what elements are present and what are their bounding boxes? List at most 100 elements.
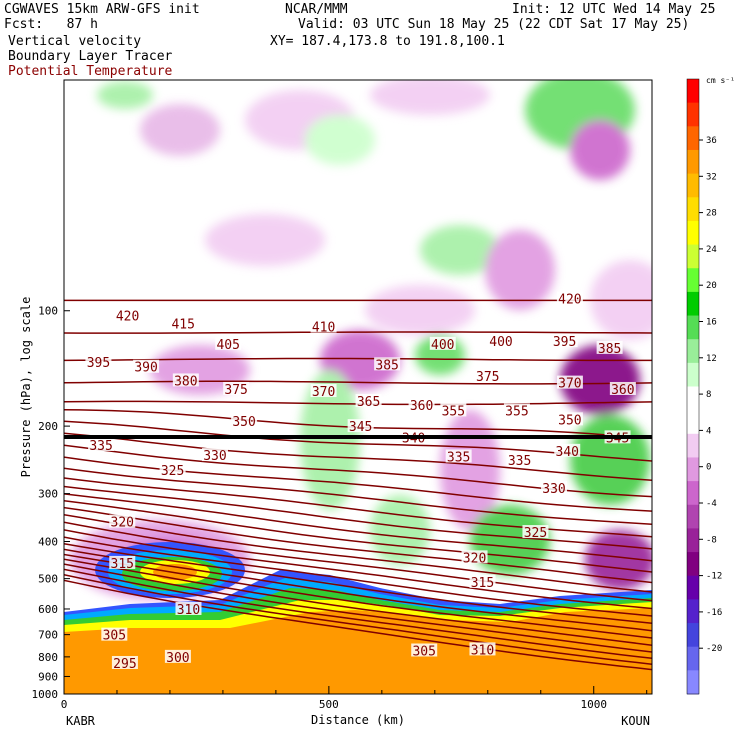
theta-label-bg — [164, 649, 191, 663]
y-tick-label: 200 — [38, 420, 58, 433]
model-title: CGWAVES 15km ARW-GFS init — [4, 2, 200, 17]
theta-contour-line — [64, 477, 652, 538]
theta-label: 325 — [524, 526, 547, 541]
x-tick-label: 1000 — [580, 698, 607, 711]
colorbar-tick-label: -16 — [706, 608, 722, 618]
organization: NCAR/MMM — [285, 2, 348, 17]
theta-label-bg — [374, 357, 401, 371]
y-tick-label: 800 — [38, 651, 58, 664]
y-axis-label: Pressure (hPa), log scale — [19, 297, 33, 478]
colorbar-tick-label: 12 — [706, 354, 717, 364]
theta-label-bg — [347, 419, 374, 433]
theta-label: 405 — [216, 338, 239, 353]
theta-label-bg — [215, 336, 242, 350]
theta-contour-line — [64, 529, 652, 610]
colorbar-cell — [687, 552, 699, 577]
theta-label-bg — [440, 403, 467, 417]
colorbar-cell — [687, 670, 699, 695]
theta-contour-line — [64, 573, 652, 665]
theta-label: 395 — [553, 335, 576, 350]
theta-label-bg — [429, 336, 456, 350]
x-axis-label: Distance (km) — [311, 713, 405, 727]
theta-label: 415 — [171, 318, 194, 333]
colorbar-cell — [687, 173, 699, 198]
colorbar-tick-label: 0 — [706, 463, 711, 473]
theta-label-bg — [109, 514, 136, 528]
theta-label: 305 — [412, 644, 435, 659]
potential-temperature-labels: 420 415 410 405 400 400 395 420 385 395 390 385 375 3… — [85, 291, 636, 672]
theta-label-bg — [133, 359, 160, 373]
theta-label-bg — [408, 397, 435, 411]
colorbar-cell — [687, 457, 699, 482]
colorbar-cell — [687, 126, 699, 151]
theta-contour-line — [64, 553, 652, 639]
colorbar-cell — [687, 220, 699, 246]
theta-label: 355 — [505, 404, 528, 419]
colorbar-cell — [687, 149, 699, 175]
field-boundary-layer-tracer: Boundary Layer Tracer — [8, 49, 173, 64]
theta-label-bg — [85, 354, 112, 368]
colorbar-cell — [687, 433, 699, 458]
colorbar-tick-label: -12 — [706, 572, 722, 582]
theta-label: 310 — [177, 603, 200, 618]
theta-label-bg — [310, 319, 337, 333]
theta-label: 400 — [489, 335, 512, 350]
colorbar-tick-label: -4 — [706, 499, 717, 509]
theta-label: 335 — [89, 439, 112, 454]
colorbar-tick-label: -8 — [706, 535, 717, 545]
colorbar-cell — [687, 599, 699, 624]
colorbar-cell — [687, 291, 699, 317]
theta-label-bg — [88, 437, 115, 451]
theta-label: 355 — [442, 404, 465, 419]
colorbar-tick-label: 4 — [706, 426, 711, 436]
theta-contour-line — [64, 380, 652, 385]
theta-label: 390 — [134, 361, 157, 376]
y-tick-label: 900 — [38, 670, 58, 683]
forecast-hour: Fcst: 87 h — [4, 17, 98, 32]
theta-label-bg — [596, 340, 623, 354]
theta-contour-line — [64, 542, 652, 625]
theta-label: 375 — [476, 370, 499, 385]
theta-label-bg — [101, 627, 128, 641]
colorbar-cell — [687, 481, 699, 506]
colorbar-cell — [687, 646, 699, 671]
theta-contour-line — [64, 420, 652, 462]
theta-contour-line — [64, 514, 652, 593]
theta-label-bg — [231, 414, 258, 428]
colorbar-cell — [687, 623, 699, 648]
theta-label: 320 — [463, 551, 486, 566]
theta-label-bg — [159, 462, 186, 476]
theta-contour-line — [64, 493, 652, 562]
colorbar-tick-label: 20 — [706, 281, 717, 291]
theta-label: 305 — [103, 629, 126, 644]
colorbar-cell — [687, 102, 699, 127]
theta-label: 315 — [111, 557, 134, 572]
theta-label-bg — [461, 550, 488, 564]
theta-contour-line — [64, 432, 652, 481]
colorbar-cell — [687, 79, 699, 104]
theta-label-bg — [474, 368, 501, 382]
colorbar-tick-label: 36 — [706, 136, 717, 146]
theta-label: 375 — [224, 383, 247, 398]
theta-label: 310 — [471, 643, 494, 658]
theta-label-bg — [111, 655, 138, 669]
theta-label: 350 — [558, 413, 581, 428]
y-tick-label: 400 — [38, 535, 58, 548]
theta-label-bg — [556, 412, 583, 426]
ground-terrain — [64, 608, 652, 694]
pressure-axis: 100 200 300 400 500 600 700 800 900 1000 — [32, 305, 70, 701]
theta-label: 315 — [471, 576, 494, 591]
theta-label: 410 — [312, 321, 335, 336]
y-tick-label: 300 — [38, 488, 58, 501]
theta-label: 330 — [203, 449, 226, 464]
theta-label: 360 — [611, 383, 634, 398]
theta-label-bg — [488, 334, 515, 348]
theta-label: 335 — [447, 450, 470, 465]
colorbar-cell — [687, 504, 699, 529]
theta-label-bg — [223, 381, 250, 395]
theta-label: 335 — [508, 454, 531, 469]
cross-section-endpoints: XY= 187.4,173.8 to 191.8,100.1 — [270, 34, 505, 49]
theta-label-bg — [114, 308, 141, 322]
potential-temperature-contours — [64, 299, 652, 671]
